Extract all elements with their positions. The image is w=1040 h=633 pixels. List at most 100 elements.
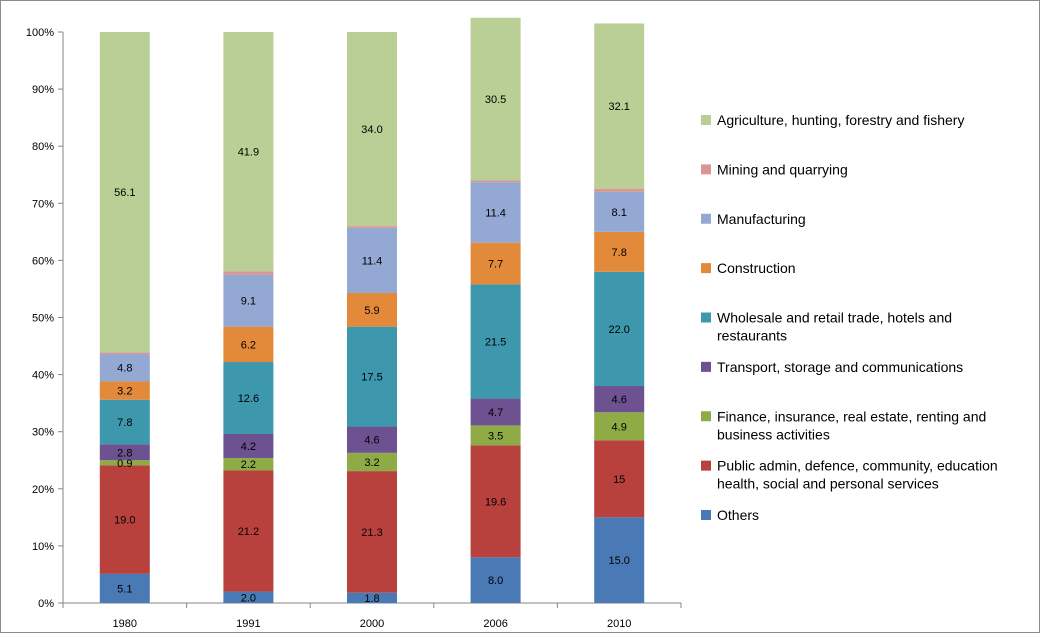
legend-item: Others bbox=[701, 507, 759, 523]
bar-segment bbox=[223, 274, 274, 327]
bar-segment bbox=[347, 32, 397, 227]
bar-segment bbox=[99, 32, 150, 353]
x-tick-label: 1991 bbox=[236, 618, 260, 630]
bar-segment bbox=[594, 412, 645, 441]
data-label: 3.2 bbox=[117, 386, 132, 398]
bar-segment bbox=[347, 471, 397, 593]
data-label: 21.5 bbox=[485, 336, 506, 348]
legend-label: Wholesale and retail trade, hotels and bbox=[717, 310, 952, 326]
axes: 0% 10% 20% 30% 40% 50% 60% 70% 80% 90% 100% 1980 199… bbox=[26, 27, 682, 630]
bar-segment bbox=[470, 425, 521, 446]
bar-segment bbox=[223, 271, 274, 275]
data-label: 7.8 bbox=[612, 247, 627, 259]
data-label: 19.6 bbox=[485, 496, 506, 508]
data-label: 2.0 bbox=[241, 592, 256, 604]
bar-segment bbox=[99, 354, 150, 382]
legend-item: Manufacturing bbox=[701, 211, 806, 227]
legend: Agriculture, hunting, forestry and fishe… bbox=[701, 112, 998, 523]
legend-label: Others bbox=[717, 507, 759, 523]
data-labels: 5.1 19.0 0.92.8 7.8 3.2 4.8 56.1 2.0 21.2 2.2 4.2 1… bbox=[114, 94, 630, 605]
bar-segment bbox=[99, 399, 150, 445]
y-tick-label: 90% bbox=[32, 84, 54, 96]
data-label: 21.2 bbox=[238, 526, 259, 538]
bar-segment bbox=[470, 242, 521, 285]
bar-segment bbox=[594, 189, 645, 192]
data-label: 41.9 bbox=[238, 147, 259, 159]
data-label: 4.9 bbox=[612, 421, 627, 433]
bar-segment bbox=[470, 182, 521, 243]
data-label: 3.5 bbox=[488, 430, 503, 442]
legend-swatch bbox=[701, 115, 711, 125]
data-label: 17.5 bbox=[361, 372, 382, 384]
bar-segment bbox=[223, 457, 274, 471]
bar-segment bbox=[223, 591, 274, 603]
y-tick-label: 60% bbox=[32, 255, 54, 267]
y-tick-label: 70% bbox=[32, 198, 54, 210]
legend-label: Manufacturing bbox=[717, 211, 806, 227]
data-label: 7.8 bbox=[117, 417, 132, 429]
data-label: 2.2 bbox=[241, 459, 256, 471]
bar-segment bbox=[470, 398, 521, 426]
bar-segment bbox=[470, 180, 521, 183]
legend-swatch bbox=[701, 361, 711, 372]
bar-segment bbox=[594, 386, 645, 413]
bar-segment bbox=[594, 271, 645, 387]
data-label: 30.5 bbox=[485, 94, 506, 106]
bar-segment bbox=[223, 326, 274, 363]
legend-item: Transport, storage and communications bbox=[701, 359, 963, 375]
legend-label: Public admin, defence, community, educat… bbox=[717, 458, 998, 474]
data-label: 0.9 bbox=[117, 458, 132, 470]
data-label: 11.4 bbox=[485, 207, 506, 219]
y-tick-label: 50% bbox=[32, 313, 54, 325]
y-tick-label: 0% bbox=[38, 598, 54, 610]
bar-segment bbox=[223, 433, 274, 458]
data-label: 2.8 bbox=[117, 447, 132, 459]
y-tick-label: 40% bbox=[32, 370, 54, 382]
legend-label: restaurants bbox=[717, 328, 787, 344]
data-label: 15.0 bbox=[608, 555, 629, 567]
y-tick-label: 80% bbox=[32, 141, 54, 153]
legend-swatch bbox=[701, 263, 711, 274]
y-tick-label: 10% bbox=[32, 541, 54, 553]
bar-segment bbox=[470, 284, 521, 399]
bar-segment bbox=[470, 17, 521, 181]
bar-segment bbox=[99, 444, 150, 461]
bar-segment bbox=[470, 557, 521, 603]
legend-swatch bbox=[701, 312, 711, 323]
data-label: 11.4 bbox=[362, 255, 383, 267]
x-tick-label: 1980 bbox=[113, 618, 137, 630]
bar-segment bbox=[99, 352, 150, 355]
bar-segment bbox=[594, 440, 645, 518]
bar-segment bbox=[99, 460, 150, 466]
bar-segment bbox=[223, 32, 274, 272]
data-label: 32.1 bbox=[608, 101, 629, 113]
legend-label: health, social and personal services bbox=[717, 476, 939, 492]
legend-label: Construction bbox=[717, 260, 796, 276]
y-tick-label: 30% bbox=[32, 427, 54, 439]
bars bbox=[99, 17, 645, 603]
data-label: 7.7 bbox=[488, 259, 503, 271]
bar-segment bbox=[99, 465, 150, 574]
legend-item: Wholesale and retail trade, hotels and re… bbox=[701, 310, 952, 344]
bar-segment bbox=[99, 381, 150, 400]
bar-segment bbox=[594, 517, 645, 603]
legend-label: Finance, insurance, real estate, renting… bbox=[717, 408, 986, 424]
bar-segment bbox=[347, 452, 397, 472]
data-label: 3.2 bbox=[364, 457, 379, 469]
data-label: 4.6 bbox=[364, 435, 379, 447]
y-tick-label: 20% bbox=[32, 484, 54, 496]
data-label: 22.0 bbox=[608, 324, 629, 336]
legend-label: Mining and quarrying bbox=[717, 161, 848, 177]
bar-segment bbox=[594, 191, 645, 232]
data-label: 6.2 bbox=[241, 339, 256, 351]
x-tick-label: 2000 bbox=[360, 618, 384, 630]
bar-segment bbox=[347, 226, 397, 228]
data-label: 21.3 bbox=[361, 527, 382, 539]
data-label: 15 bbox=[613, 474, 625, 486]
bar-segment bbox=[594, 231, 645, 272]
data-label: 34.0 bbox=[361, 124, 382, 136]
bar-segment bbox=[347, 326, 397, 427]
legend-swatch bbox=[701, 510, 711, 520]
data-label: 5.1 bbox=[117, 583, 132, 595]
